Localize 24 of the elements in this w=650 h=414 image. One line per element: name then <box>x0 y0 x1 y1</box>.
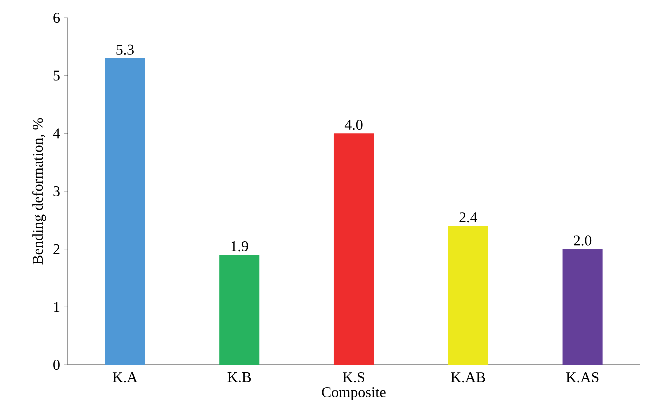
y-tick-label: 4 <box>53 128 60 139</box>
bar <box>220 255 260 365</box>
data-label: 2.0 <box>574 236 592 246</box>
x-tick-label: K.AS <box>566 372 599 383</box>
data-label: 5.3 <box>116 44 134 55</box>
bar <box>562 249 603 365</box>
x-tick-label: K.AB <box>451 372 486 383</box>
y-tick-label: 0 <box>54 360 60 370</box>
x-axis-title: Composite <box>322 387 386 401</box>
y-axis-title: Bending deformation, % <box>32 118 46 265</box>
x-tick-label: K.S <box>343 372 364 383</box>
data-label: 2.4 <box>460 212 478 223</box>
y-tick-label: 3 <box>54 186 60 197</box>
y-tick-label: 1 <box>54 302 60 312</box>
y-tick-label: 6 <box>54 12 60 24</box>
y-tick-label: 2 <box>54 244 60 254</box>
data-label: 1.9 <box>232 241 248 252</box>
x-tick-label: K.B <box>228 372 252 383</box>
bar <box>334 134 374 365</box>
data-label: 4.0 <box>344 120 363 130</box>
x-tick-label: K.A <box>112 372 138 383</box>
bar <box>448 226 488 365</box>
y-tick-label: 5 <box>54 70 60 81</box>
bar <box>105 58 146 365</box>
